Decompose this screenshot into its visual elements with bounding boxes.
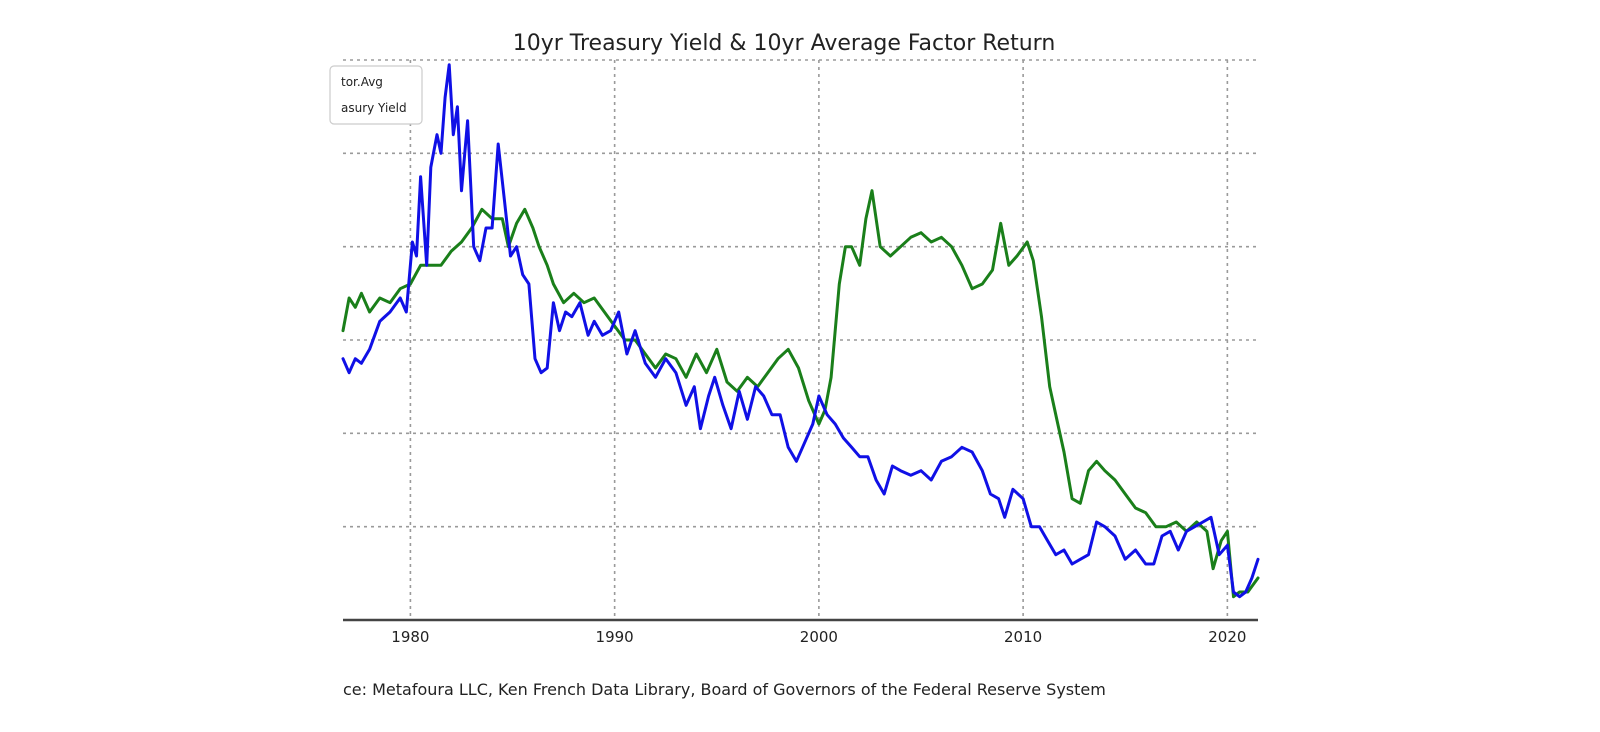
x-tick-label-2000: 2000 bbox=[800, 628, 838, 646]
x-tick-label-1990: 1990 bbox=[596, 628, 634, 646]
legend-entry-factor-avg: tor.Avg bbox=[341, 75, 383, 89]
x-axis-ticks: 1980 1990 2000 2010 2020 bbox=[391, 628, 1246, 646]
series-line-treasury-yield bbox=[341, 63, 1260, 599]
x-tick-label-2010: 2010 bbox=[1004, 628, 1042, 646]
legend-box bbox=[329, 65, 423, 125]
source-note: ce: Metafoura LLC, Ken French Data Libra… bbox=[343, 680, 1106, 699]
chart-title: 10yr Treasury Yield & 10yr Average Facto… bbox=[513, 31, 1056, 56]
x-tick-label-2020: 2020 bbox=[1208, 628, 1246, 646]
legend-entry-treasury-yield: asury Yield bbox=[341, 101, 407, 115]
grid bbox=[343, 59, 1258, 620]
series-layer bbox=[341, 63, 1260, 599]
series-line-factor-avg bbox=[341, 189, 1260, 599]
x-tick-label-1980: 1980 bbox=[391, 628, 429, 646]
legend: tor.Avg asury Yield bbox=[329, 65, 423, 125]
